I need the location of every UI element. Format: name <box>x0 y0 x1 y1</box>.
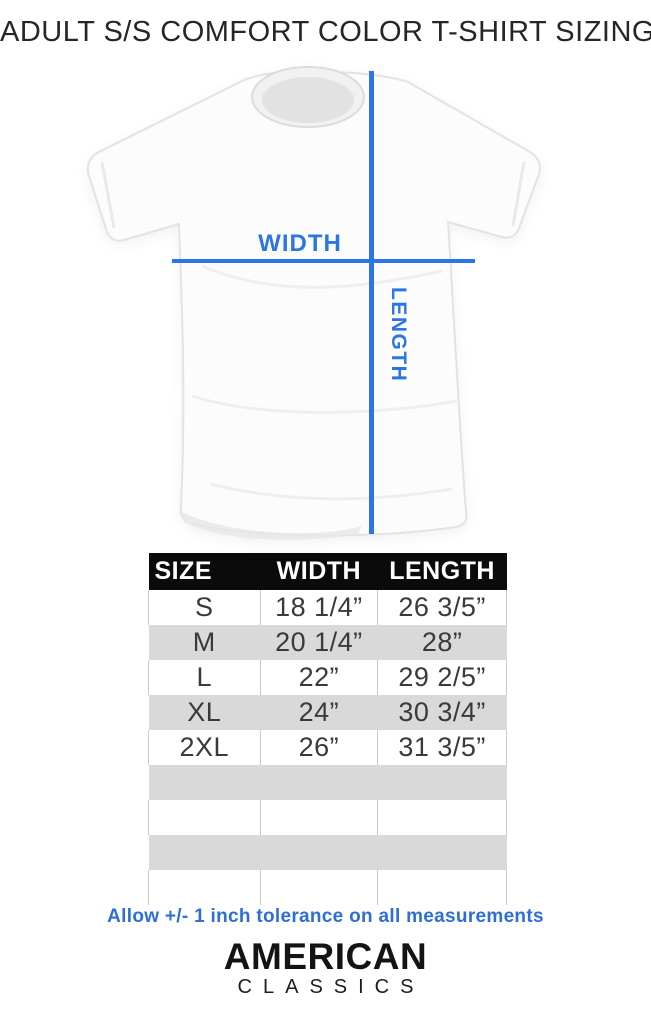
tshirt-body <box>86 71 541 537</box>
length-cell: 31 3/5” <box>377 730 507 765</box>
hem-fold <box>182 512 362 540</box>
table-row-2xl: 2XL 26” 31 3/5” <box>148 730 507 765</box>
size-cell: M <box>148 625 261 660</box>
table-row-s: S 18 1/4” 26 3/5” <box>148 590 507 625</box>
length-label: LENGTH <box>387 287 410 383</box>
page-title: ADULT S/S COMFORT COLOR T-SHIRT SIZING <box>0 16 651 48</box>
column-header-size: SIZE <box>154 557 213 585</box>
size-table: SIZE WIDTH LENGTH S 18 1/4” 26 3/5” M 20… <box>148 553 507 905</box>
column-header-length: LENGTH <box>389 557 495 585</box>
wrinkle <box>201 264 443 289</box>
length-cell: 29 2/5” <box>377 660 507 695</box>
size-cell: L <box>148 660 261 695</box>
length-measure-line <box>369 71 374 534</box>
wrinkle <box>191 394 458 414</box>
brand-name: AMERICAN <box>223 936 428 977</box>
empty-row <box>148 765 507 800</box>
size-cell: XL <box>148 695 261 730</box>
width-cell: 20 1/4” <box>260 625 378 660</box>
right-cuff-seam <box>511 161 526 227</box>
brand-subtitle: CLASSICS <box>237 976 425 998</box>
left-cuff-seam <box>100 161 116 229</box>
size-cell: S <box>148 590 261 625</box>
length-cell: 30 3/4” <box>377 695 507 730</box>
brand-logo: AMERICAN CLASSICS <box>0 936 651 999</box>
width-cell: 26” <box>259 730 379 765</box>
table-row-m: M 20 1/4” 28” <box>148 625 507 660</box>
empty-row <box>148 870 507 905</box>
width-label: WIDTH <box>258 230 342 257</box>
size-cell: 2XL <box>148 730 261 765</box>
empty-row <box>148 800 507 835</box>
length-cell: 26 3/5” <box>377 590 507 625</box>
tshirt-diagram: WIDTH LENGTH <box>86 66 541 540</box>
collar-opening <box>262 77 354 123</box>
tolerance-note: Allow +/- 1 inch tolerance on all measur… <box>107 906 544 927</box>
empty-row <box>148 835 507 870</box>
width-measure-line <box>172 259 475 263</box>
table-header-row: SIZE WIDTH LENGTH <box>148 553 507 590</box>
table-row-xl: XL 24” 30 3/4” <box>148 695 507 730</box>
column-header-width: WIDTH <box>276 557 362 585</box>
width-cell: 24” <box>260 695 378 730</box>
table-row-l: L 22” 29 2/5” <box>148 660 507 695</box>
tshirt-graphic <box>86 66 541 540</box>
width-cell: 18 1/4” <box>259 590 379 625</box>
width-cell: 22” <box>259 660 379 695</box>
length-cell: 28” <box>377 625 507 660</box>
wrinkle <box>209 482 453 501</box>
